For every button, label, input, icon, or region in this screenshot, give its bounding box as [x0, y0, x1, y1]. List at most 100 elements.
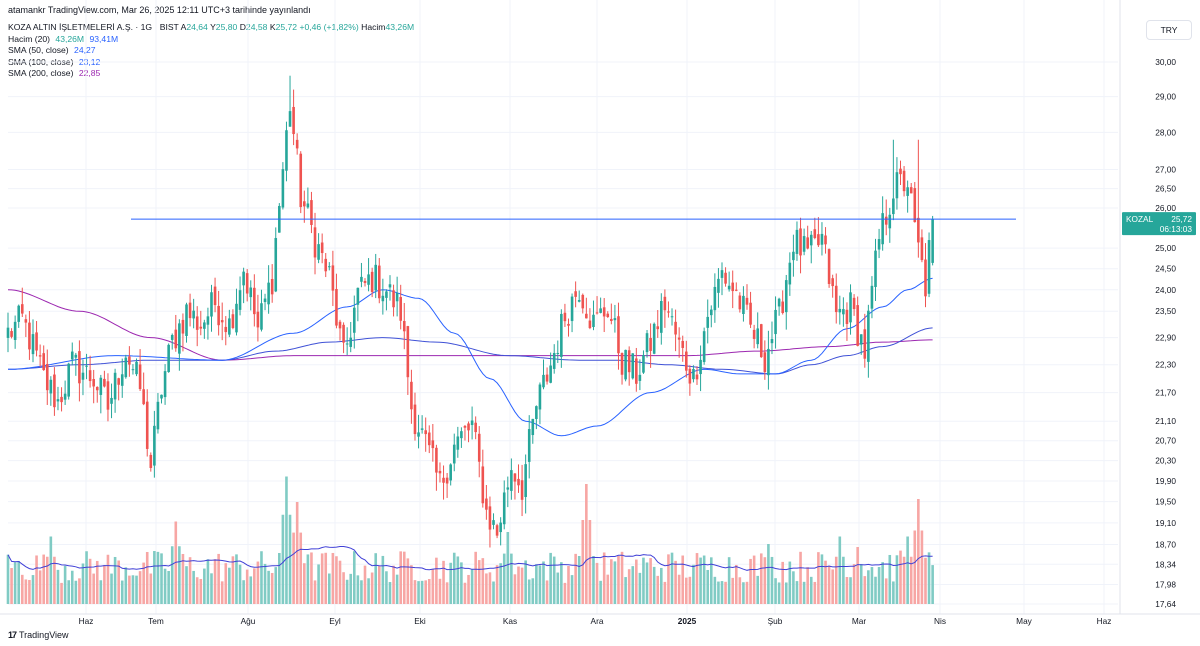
- volume-bar: [410, 565, 413, 604]
- candle-body: [524, 464, 527, 498]
- volume-bar: [642, 557, 645, 604]
- candle-body: [56, 399, 60, 402]
- candle: [442, 465, 445, 500]
- time-tick-label: Eki: [414, 616, 426, 626]
- volume-bar: [74, 580, 78, 604]
- volume-bar: [381, 555, 385, 604]
- candle-body: [81, 372, 85, 380]
- candle: [524, 454, 527, 514]
- candle-body: [652, 323, 656, 354]
- candle-body: [185, 304, 188, 336]
- candle: [410, 369, 413, 424]
- volume-bar: [635, 559, 638, 604]
- candle: [652, 322, 656, 355]
- candle-body: [849, 292, 852, 323]
- volume-bar: [317, 564, 320, 604]
- volume-bar: [709, 557, 713, 604]
- volume-bar: [877, 567, 881, 604]
- volume-bar: [813, 581, 817, 604]
- volume-bar: [313, 580, 317, 604]
- candle: [834, 273, 838, 324]
- legend-indicator-volume[interactable]: Hacim (20) 43,26M 93,41M: [8, 33, 119, 44]
- candle-body: [859, 334, 863, 345]
- volume-bar: [367, 578, 370, 604]
- volume-bar: [60, 582, 63, 604]
- volume-bar: [784, 582, 788, 604]
- candle-body: [231, 314, 235, 328]
- candle: [895, 157, 899, 210]
- volume-bar: [845, 577, 849, 604]
- candle: [385, 289, 388, 311]
- candle-body: [95, 386, 99, 391]
- footer-brand[interactable]: 17 TradingView: [8, 630, 69, 640]
- candle-body: [167, 344, 170, 373]
- volume-bar: [278, 553, 281, 604]
- candle: [759, 323, 763, 358]
- volume-bar: [652, 566, 656, 604]
- candle: [538, 382, 542, 425]
- volume-bar: [110, 573, 113, 604]
- volume-bar: [206, 559, 210, 604]
- candle: [906, 180, 909, 213]
- candle: [281, 162, 285, 210]
- volume-bar: [463, 582, 467, 604]
- candle-body: [24, 319, 28, 323]
- volume-bar: [806, 567, 809, 604]
- candle: [713, 273, 717, 323]
- currency-button[interactable]: TRY: [1146, 20, 1192, 40]
- volume-bar: [427, 579, 431, 604]
- candle-body: [410, 381, 413, 410]
- candle-body: [656, 326, 660, 330]
- legend-indicator-sma50[interactable]: SMA (50, close) 24,27: [8, 45, 96, 56]
- volume-bar: [356, 575, 360, 604]
- price-tick-label: 20,70: [1155, 436, 1176, 446]
- candle-body: [370, 271, 374, 292]
- volume-bar: [517, 566, 520, 604]
- candle-body: [78, 351, 81, 384]
- candle-body: [674, 321, 677, 335]
- volume-bar: [195, 577, 199, 604]
- candle-body: [338, 321, 342, 329]
- candle-body: [206, 316, 210, 325]
- candle-body: [363, 280, 367, 283]
- last-price-symbol: KOZAL: [1126, 214, 1154, 224]
- volume-bar: [56, 569, 60, 604]
- volume-bar: [545, 580, 549, 604]
- time-tick-label: Eyl: [329, 616, 341, 626]
- candle: [881, 196, 884, 251]
- volume-bar: [881, 562, 884, 604]
- volume-bar: [199, 578, 203, 604]
- candle-body: [395, 293, 399, 302]
- volume-bar: [556, 572, 560, 604]
- candle-body: [613, 318, 617, 321]
- volume-bar: [602, 552, 606, 604]
- volume-bar: [95, 560, 99, 604]
- candle-body: [570, 296, 574, 322]
- volume-bar: [538, 565, 542, 604]
- legend-indicator-sma200[interactable]: SMA (200, close) 22,85: [8, 68, 101, 79]
- candle-body: [356, 287, 360, 305]
- candle-body: [249, 287, 253, 298]
- candle: [28, 310, 31, 360]
- candle: [506, 476, 510, 508]
- candle: [220, 302, 224, 341]
- volume-bar: [142, 562, 145, 604]
- candle: [242, 267, 245, 304]
- volume-bar: [820, 554, 824, 604]
- candle: [352, 295, 356, 349]
- volume-bar: [67, 580, 70, 604]
- candle-body: [724, 272, 727, 284]
- candle-body: [420, 428, 424, 430]
- candle-body: [592, 314, 595, 328]
- volume-bar: [527, 579, 531, 604]
- price-tick-label: 22,90: [1155, 333, 1176, 343]
- candle: [577, 290, 581, 303]
- last-price-tag-bg: [1122, 212, 1196, 236]
- candle-body: [620, 353, 624, 375]
- candle-body: [288, 111, 292, 127]
- legend-symbol[interactable]: KOZA ALTIN İŞLETMELERİ A.Ş. · 1G · BIST: [8, 22, 179, 32]
- candle-body: [884, 216, 888, 225]
- volume-bar: [645, 562, 649, 604]
- candle: [206, 307, 210, 340]
